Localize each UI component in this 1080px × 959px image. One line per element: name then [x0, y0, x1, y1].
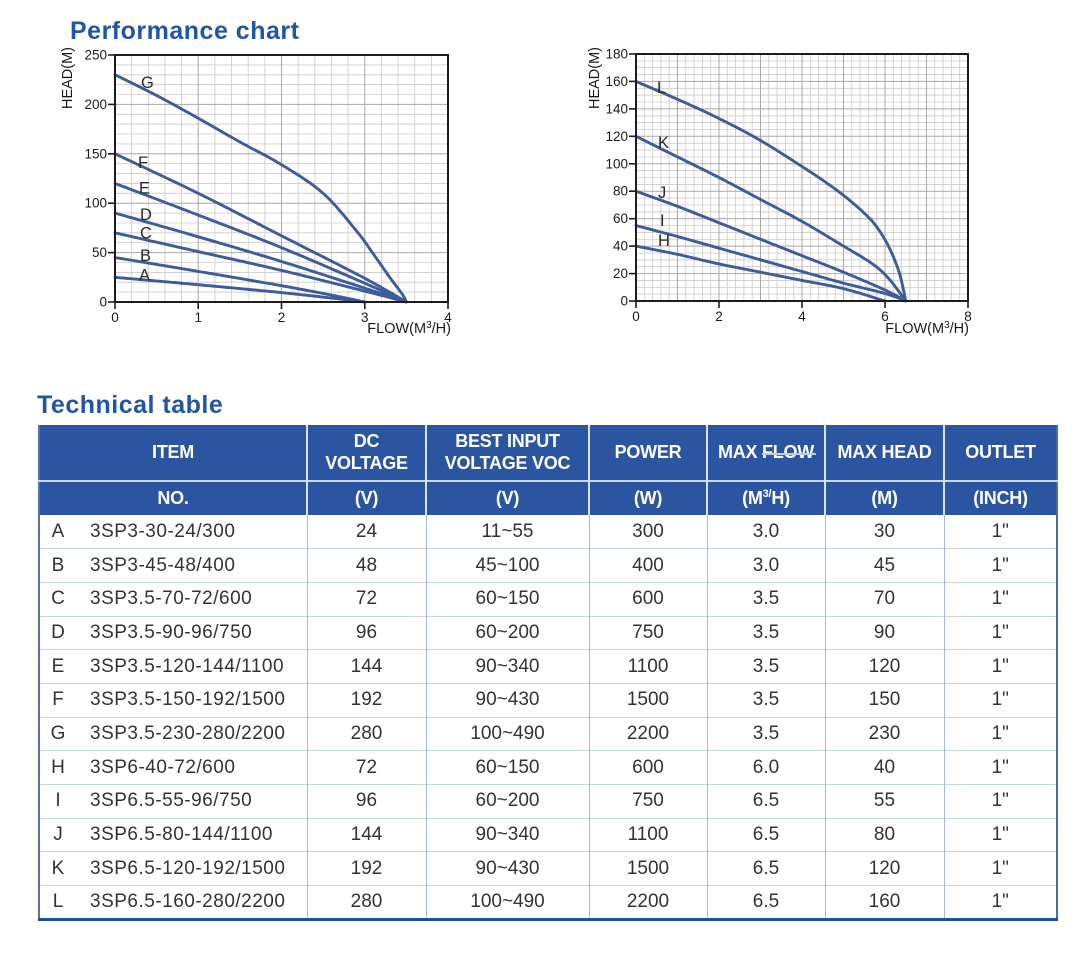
svg-text:HEAD(M): HEAD(M) [587, 47, 603, 109]
svg-text:100: 100 [84, 196, 107, 211]
svg-text:J: J [658, 184, 666, 202]
svg-text:0: 0 [620, 294, 628, 309]
svg-text:40: 40 [613, 239, 628, 254]
svg-text:L: L [657, 79, 666, 97]
svg-text:D: D [140, 206, 152, 224]
svg-text:FLOW(M3/H): FLOW(M3/H) [885, 320, 969, 337]
svg-text:20: 20 [613, 266, 628, 281]
svg-text:200: 200 [84, 97, 107, 112]
svg-text:E: E [139, 180, 150, 198]
svg-text:A: A [139, 267, 150, 285]
svg-text:160: 160 [605, 74, 628, 89]
svg-text:6: 6 [881, 309, 889, 324]
svg-text:F: F [138, 154, 148, 172]
svg-text:H: H [658, 232, 670, 250]
svg-text:0: 0 [99, 295, 107, 310]
svg-text:150: 150 [84, 146, 107, 161]
svg-text:I: I [660, 212, 665, 230]
svg-text:4: 4 [798, 309, 806, 324]
svg-text:60: 60 [613, 211, 628, 226]
svg-text:250: 250 [84, 48, 107, 63]
svg-text:4: 4 [444, 310, 452, 325]
svg-text:0: 0 [111, 310, 119, 325]
svg-text:G: G [141, 74, 154, 92]
svg-text:2: 2 [278, 310, 286, 325]
svg-text:180: 180 [605, 47, 628, 62]
svg-text:0: 0 [632, 309, 640, 324]
svg-text:80: 80 [613, 184, 628, 199]
svg-text:FLOW(M3/H): FLOW(M3/H) [367, 320, 451, 337]
svg-text:HEAD(M): HEAD(M) [60, 47, 76, 109]
svg-text:K: K [658, 134, 669, 152]
svg-text:B: B [140, 247, 151, 265]
svg-text:2: 2 [715, 309, 723, 324]
svg-text:140: 140 [605, 101, 628, 116]
svg-text:120: 120 [605, 129, 628, 144]
svg-text:50: 50 [92, 245, 107, 260]
svg-text:1: 1 [194, 310, 202, 325]
svg-text:8: 8 [964, 309, 972, 324]
svg-text:3: 3 [361, 310, 369, 325]
svg-text:100: 100 [605, 156, 628, 171]
svg-text:C: C [140, 225, 152, 243]
